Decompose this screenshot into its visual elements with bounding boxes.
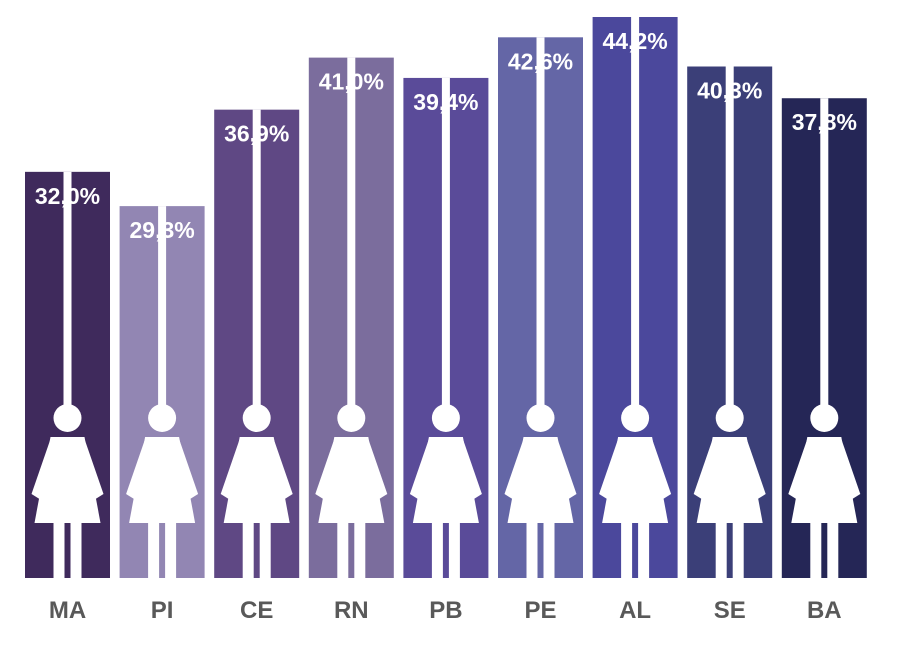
- value-label-se: 40,3%: [697, 78, 762, 104]
- value-label-ma: 32,0%: [35, 183, 100, 209]
- value-label-pb: 39,4%: [413, 89, 478, 115]
- icons-group: [31, 17, 861, 578]
- value-label-pi: 29,3%: [129, 217, 194, 243]
- category-label-se: SE: [714, 597, 746, 624]
- woman-figure-icon: [315, 57, 388, 578]
- woman-figure-icon: [599, 17, 672, 578]
- value-label-rn: 41,0%: [319, 69, 384, 95]
- category-label-ba: BA: [807, 597, 842, 624]
- value-label-al: 44,2%: [602, 28, 667, 54]
- woman-figure-icon: [788, 98, 861, 578]
- woman-figure-icon: [126, 206, 199, 578]
- category-label-ce: CE: [240, 597, 273, 624]
- woman-figure-icon: [220, 109, 293, 578]
- woman-figure-icon: [31, 171, 104, 578]
- category-label-al: AL: [619, 597, 651, 624]
- woman-figure-icon: [693, 66, 766, 578]
- category-label-rn: RN: [334, 597, 369, 624]
- category-label-pb: PB: [429, 597, 462, 624]
- woman-figure-icon: [504, 37, 577, 578]
- category-label-pi: PI: [151, 597, 174, 624]
- category-label-ma: MA: [49, 597, 86, 624]
- value-label-ce: 36,9%: [224, 121, 289, 147]
- woman-figure-icon: [409, 77, 482, 578]
- value-labels-group: 32,0% 29,3% 36,9% 41,0% 39,4% 42,6% 44,2% 40,3%…: [35, 28, 857, 243]
- value-label-pe: 42,6%: [508, 48, 573, 74]
- category-labels-group: MA PI CE RN PB PE AL SE BA: [49, 597, 842, 624]
- category-label-pe: PE: [524, 597, 556, 624]
- value-label-ba: 37,8%: [792, 109, 857, 135]
